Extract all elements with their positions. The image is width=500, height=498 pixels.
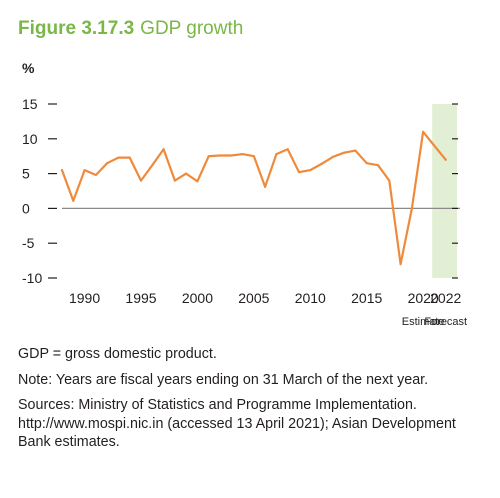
- data-point: [444, 158, 447, 161]
- data-point: [388, 179, 391, 182]
- data-point: [196, 180, 199, 183]
- gdp-growth-line: [60, 130, 447, 266]
- period-label: Estimate: [402, 316, 445, 328]
- data-point: [94, 173, 97, 177]
- data-point: [433, 144, 436, 147]
- x-tick-label: 2010: [295, 290, 326, 306]
- y-unit-label: %: [22, 60, 35, 76]
- y-tick-label: -10: [22, 270, 42, 286]
- figure-notes: GDP = gross domestic product. Note: Year…: [18, 345, 468, 459]
- data-point: [117, 156, 120, 159]
- y-tick-label: 5: [22, 166, 30, 182]
- note-fiscal-year: Note: Years are fiscal years ending on 3…: [18, 371, 429, 388]
- data-point: [309, 169, 312, 172]
- x-tick-label: 1995: [125, 290, 156, 306]
- y-tick-label: 0: [22, 200, 30, 216]
- data-point: [410, 207, 413, 210]
- data-point: [241, 153, 244, 156]
- data-point: [331, 155, 334, 158]
- data-point: [60, 169, 64, 172]
- x-tick-label: 2000: [182, 290, 213, 306]
- data-point: [139, 179, 143, 182]
- data-point: [162, 148, 165, 151]
- x-tick-label: 2015: [351, 290, 382, 306]
- figure-name: GDP growth: [140, 18, 244, 39]
- gdp-line-chart: -10 -5 0 5 10 15 1990 1995 2000 2005 2010 2015 2020…: [22, 96, 467, 328]
- data-point: [365, 162, 368, 165]
- note-abbreviation: GDP = gross domestic product.: [18, 346, 217, 362]
- data-point: [185, 172, 188, 175]
- data-point: [399, 262, 402, 266]
- data-point: [128, 156, 131, 159]
- x-tick-label: 2005: [238, 290, 269, 306]
- data-point: [343, 151, 346, 154]
- data-point: [297, 171, 301, 174]
- data-point: [376, 164, 380, 167]
- y-tick-label: -5: [22, 235, 35, 251]
- data-point: [230, 154, 233, 157]
- data-point: [422, 130, 425, 133]
- data-point: [320, 162, 323, 165]
- y-tick-label: 15: [22, 96, 38, 112]
- data-point: [173, 179, 176, 182]
- x-tick-label: 2022: [430, 290, 461, 306]
- data-point: [207, 155, 210, 158]
- data-point: [218, 154, 222, 157]
- data-point: [354, 149, 357, 152]
- y-tick-label: 10: [22, 131, 38, 147]
- data-point: [264, 185, 267, 188]
- data-point: [106, 162, 109, 165]
- x-tick-label: 1990: [69, 290, 100, 306]
- note-sources: Sources: Ministry of Statistics and Prog…: [18, 397, 456, 450]
- figure-number: Figure 3.17.3: [18, 18, 135, 39]
- period-label: Forecast: [424, 316, 467, 328]
- forecast-shaded-region: [432, 104, 457, 278]
- data-point: [252, 155, 255, 158]
- x-tick-label: 2020: [408, 290, 439, 306]
- data-point: [83, 169, 86, 172]
- data-point: [72, 199, 75, 202]
- data-point: [286, 148, 289, 151]
- data-point: [275, 153, 278, 156]
- figure-title: Figure 3.17.3 GDP growth: [18, 18, 243, 40]
- data-point: [151, 164, 154, 167]
